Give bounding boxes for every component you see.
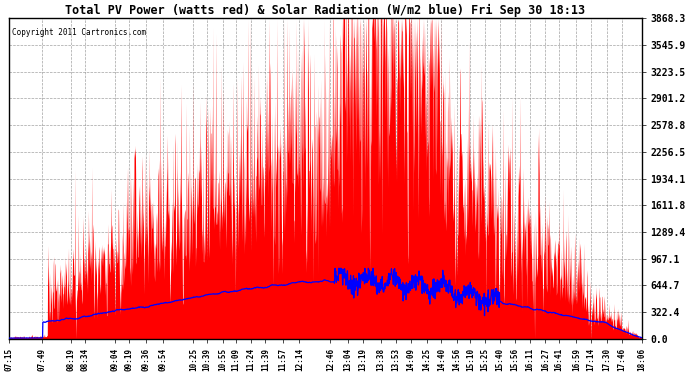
Text: Copyright 2011 Cartronics.com: Copyright 2011 Cartronics.com bbox=[12, 28, 146, 37]
Title: Total PV Power (watts red) & Solar Radiation (W/m2 blue) Fri Sep 30 18:13: Total PV Power (watts red) & Solar Radia… bbox=[65, 4, 585, 17]
